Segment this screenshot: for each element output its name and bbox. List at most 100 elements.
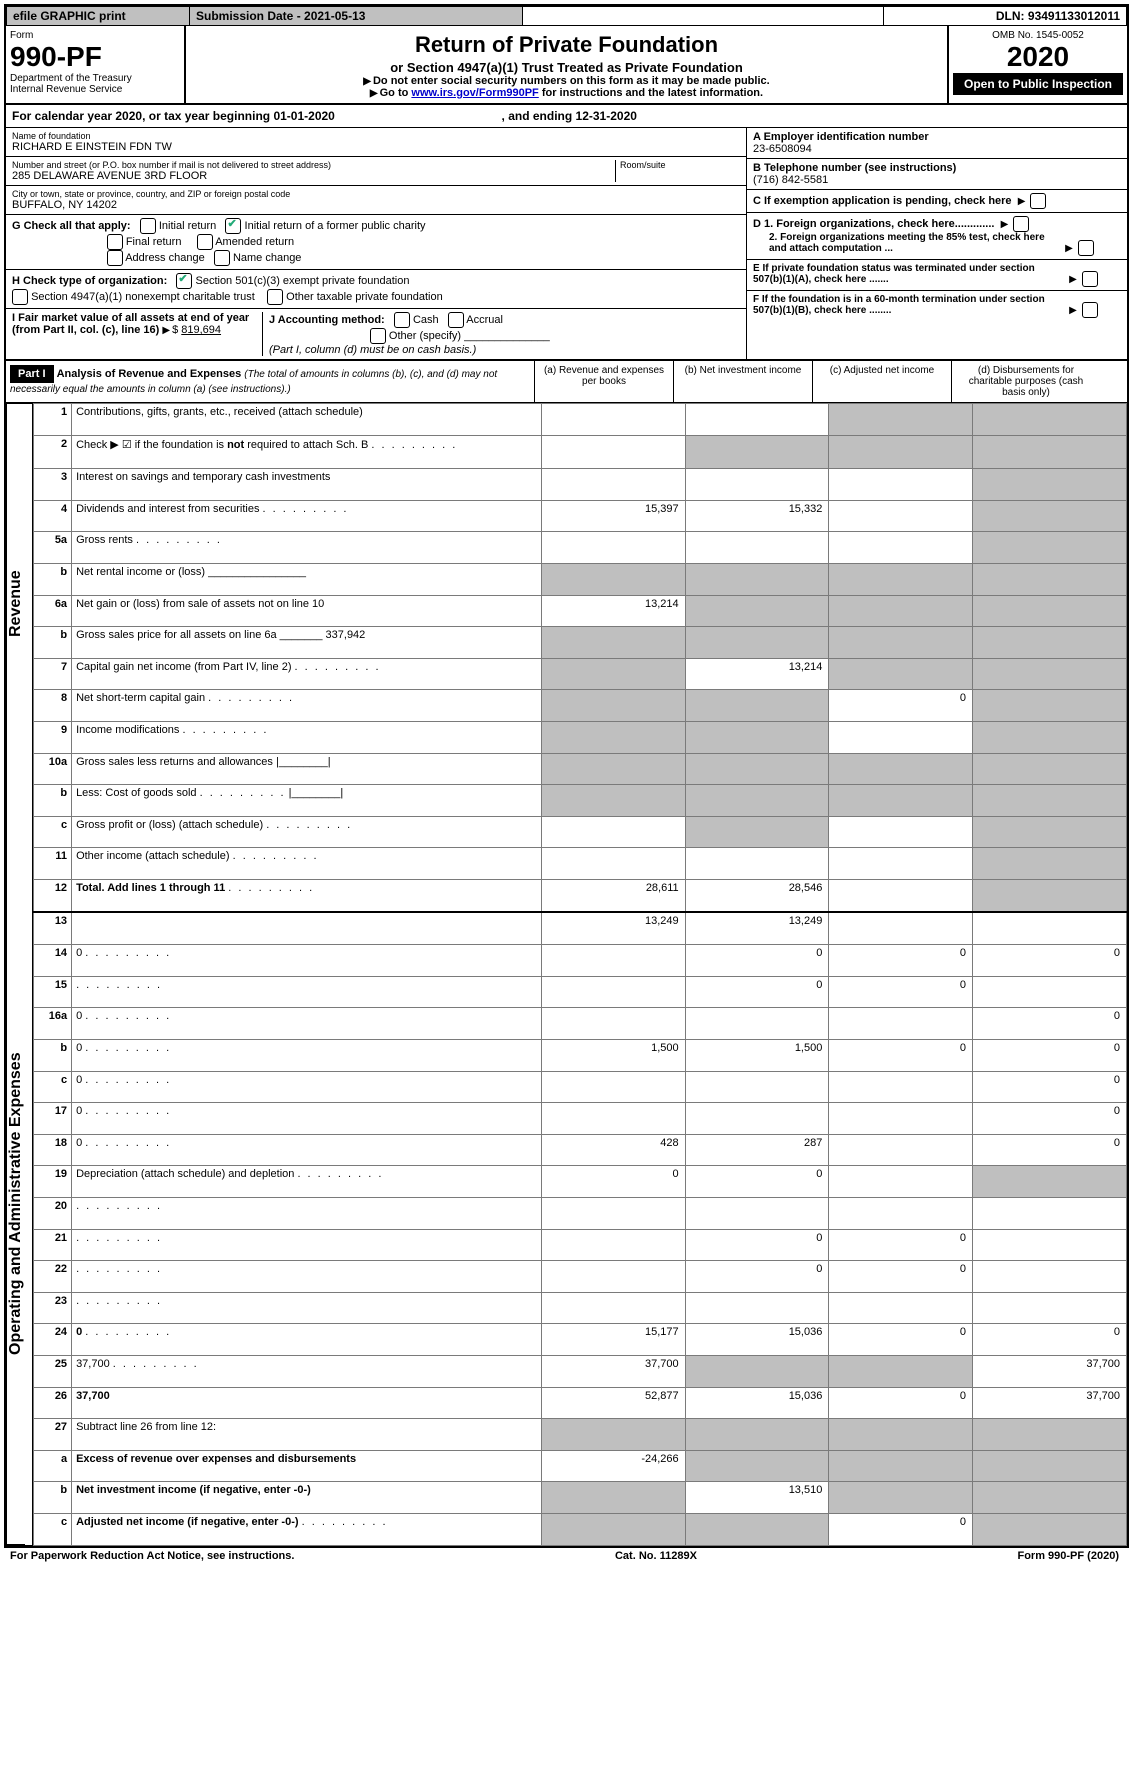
form-container: efile GRAPHIC print Submission Date - 20… xyxy=(4,4,1129,1548)
cell-a xyxy=(541,435,685,468)
checkbox-initial-former[interactable] xyxy=(225,218,241,234)
cell-d xyxy=(973,785,1127,817)
line-num: 3 xyxy=(34,469,72,501)
checkbox-e[interactable] xyxy=(1082,271,1098,287)
cell-b: 15,332 xyxy=(685,500,829,532)
cell-a xyxy=(541,1292,685,1324)
checkbox-address[interactable] xyxy=(107,250,123,266)
form-link[interactable]: www.irs.gov/Form990PF xyxy=(411,87,538,99)
cell-a xyxy=(541,563,685,595)
cell-a xyxy=(541,721,685,753)
d-cell: D 1. Foreign organizations, check here..… xyxy=(747,213,1127,260)
cell-d xyxy=(973,1450,1127,1482)
cell-c xyxy=(829,627,973,659)
cell-b xyxy=(685,816,829,848)
line-num: 18 xyxy=(34,1134,72,1166)
info-left: Name of foundation RICHARD E EINSTEIN FD… xyxy=(6,128,746,359)
cell-b xyxy=(685,435,829,468)
part1-title: Analysis of Revenue and Expenses xyxy=(57,368,242,380)
col-d-header: (d) Disbursements for charitable purpose… xyxy=(951,361,1100,402)
a-cell: A Employer identification number 23-6508… xyxy=(747,128,1127,159)
checkbox-amended[interactable] xyxy=(197,234,213,250)
ij-row: I Fair market value of all assets at end… xyxy=(6,309,746,359)
line-num: 4 xyxy=(34,500,72,532)
checkbox-d1[interactable] xyxy=(1013,216,1029,232)
cell-a: -24,266 xyxy=(541,1450,685,1482)
f-label: F If the foundation is in a 60-month ter… xyxy=(753,294,1063,316)
line-desc: 0 xyxy=(72,1071,542,1103)
cell-b xyxy=(685,469,829,501)
line-desc: 37,700 xyxy=(72,1387,542,1419)
line-num: 13 xyxy=(34,912,72,945)
cell-b xyxy=(685,1103,829,1135)
cell-c xyxy=(829,404,973,436)
checkbox-other-tax[interactable] xyxy=(267,289,283,305)
cell-c xyxy=(829,1197,973,1229)
note1: Do not enter social security numbers on … xyxy=(190,75,943,87)
line-desc: Less: Cost of goods sold |________| xyxy=(72,785,542,817)
cell-d xyxy=(973,1229,1127,1261)
cell-c xyxy=(829,658,973,690)
line-desc: Gross rents xyxy=(72,532,542,564)
cell-d xyxy=(973,1166,1127,1198)
line-row: 6aNet gain or (loss) from sale of assets… xyxy=(34,595,1127,627)
cell-a xyxy=(541,1071,685,1103)
checkbox-501c3[interactable] xyxy=(176,273,192,289)
footer-form: 990-PF xyxy=(1048,1550,1084,1562)
cell-a xyxy=(541,1514,685,1546)
addr-cell: Number and street (or P.O. box number if… xyxy=(6,157,746,186)
omb: OMB No. 1545-0052 xyxy=(953,30,1123,41)
cell-d xyxy=(973,563,1127,595)
h-opt2: Section 4947(a)(1) nonexempt charitable … xyxy=(31,291,255,303)
cell-a xyxy=(541,816,685,848)
cell-b: 13,214 xyxy=(685,658,829,690)
line-desc: Check ▶ ☑ if the foundation is not requi… xyxy=(72,435,542,468)
c-label: C If exemption application is pending, c… xyxy=(753,195,1012,207)
cell-c xyxy=(829,1134,973,1166)
line-num: 6a xyxy=(34,595,72,627)
line-row: 4Dividends and interest from securities … xyxy=(34,500,1127,532)
dln: DLN: 93491133012011 xyxy=(884,7,1127,26)
checkbox-accrual[interactable] xyxy=(448,312,464,328)
checkbox-name[interactable] xyxy=(214,250,230,266)
line-desc: 37,700 xyxy=(72,1356,542,1388)
city-cell: City or town, state or province, country… xyxy=(6,186,746,215)
line-num: c xyxy=(34,1514,72,1546)
line-num: 23 xyxy=(34,1292,72,1324)
cell-c xyxy=(829,563,973,595)
line-row: 19Depreciation (attach schedule) and dep… xyxy=(34,1166,1127,1198)
cell-b xyxy=(685,1356,829,1388)
checkbox-4947[interactable] xyxy=(12,289,28,305)
col-a-header: (a) Revenue and expenses per books xyxy=(534,361,673,402)
i-value: 819,694 xyxy=(181,324,221,336)
cell-a xyxy=(541,1103,685,1135)
line-num: 15 xyxy=(34,976,72,1008)
line-num: 14 xyxy=(34,945,72,977)
lines-wrap: Revenue Operating and Administrative Exp… xyxy=(6,403,1127,1546)
line-row: 3Interest on savings and temporary cash … xyxy=(34,469,1127,501)
cell-b: 0 xyxy=(685,976,829,1008)
cell-b: 13,249 xyxy=(685,912,829,945)
line-num: 7 xyxy=(34,658,72,690)
line-num: b xyxy=(34,627,72,659)
checkbox-c[interactable] xyxy=(1030,193,1046,209)
topbar-spacer xyxy=(523,7,884,26)
line-num: 12 xyxy=(34,880,72,913)
cell-d xyxy=(973,404,1127,436)
g-opt3: Amended return xyxy=(215,236,294,248)
checkbox-initial[interactable] xyxy=(140,218,156,234)
cell-a xyxy=(541,1197,685,1229)
cell-c xyxy=(829,595,973,627)
checkbox-other-acct[interactable] xyxy=(370,328,386,344)
cell-d xyxy=(973,816,1127,848)
h-opt1: Section 501(c)(3) exempt private foundat… xyxy=(195,275,409,287)
checkbox-f[interactable] xyxy=(1082,302,1098,318)
checkbox-cash[interactable] xyxy=(394,312,410,328)
part1-desc: Part I Analysis of Revenue and Expenses … xyxy=(6,361,534,402)
checkbox-d2[interactable] xyxy=(1078,240,1094,256)
checkbox-final[interactable] xyxy=(107,234,123,250)
cell-c xyxy=(829,1419,973,1451)
line-num: 21 xyxy=(34,1229,72,1261)
header-right: OMB No. 1545-0052 2020 Open to Public In… xyxy=(947,26,1127,103)
cell-b: 13,510 xyxy=(685,1482,829,1514)
